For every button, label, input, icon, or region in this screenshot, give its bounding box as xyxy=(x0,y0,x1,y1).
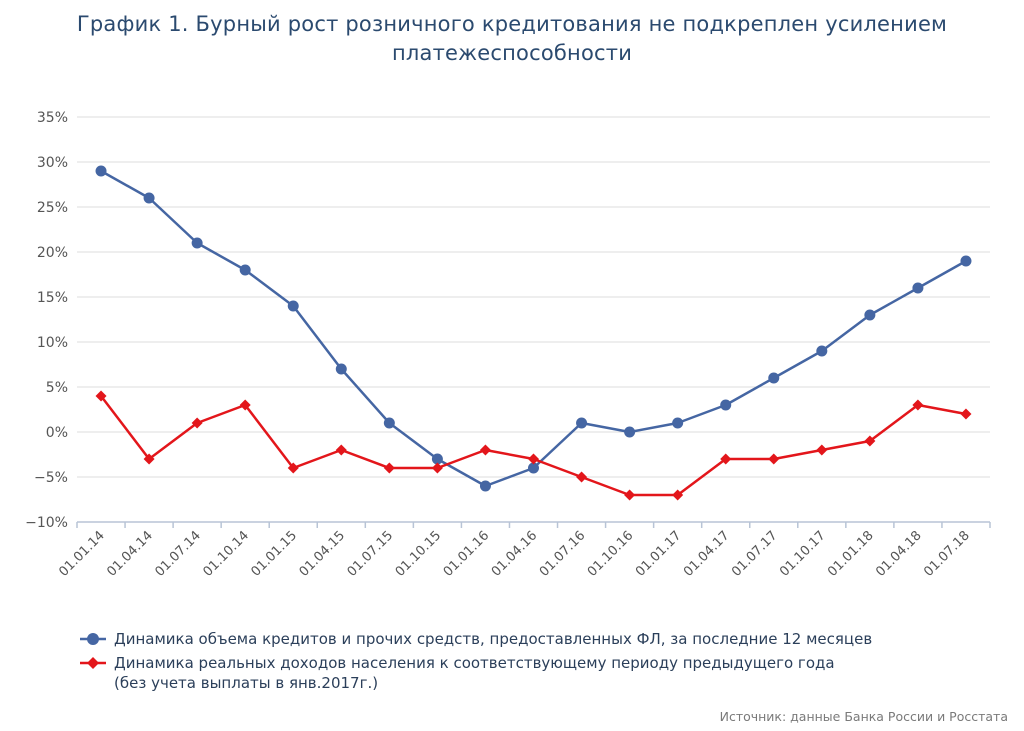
legend-item-credit: Динамика объема кредитов и прочих средст… xyxy=(80,629,872,649)
data-point xyxy=(864,309,876,321)
x-axis: 01.01.1401.04.1401.07.1401.10.1401.01.15… xyxy=(56,521,991,580)
y-tick-label: 20% xyxy=(37,245,68,261)
x-tick-label: 01.07.18 xyxy=(921,528,973,580)
x-tick-label: 01.10.14 xyxy=(200,528,252,580)
data-point xyxy=(624,426,636,438)
data-point xyxy=(528,453,539,465)
data-point xyxy=(191,237,203,249)
x-tick-label: 01.04.15 xyxy=(297,528,349,580)
x-tick-label: 01.10.17 xyxy=(777,528,829,580)
data-point xyxy=(768,453,780,465)
data-point xyxy=(287,300,299,312)
data-point xyxy=(816,345,828,357)
series-group xyxy=(95,165,972,501)
chart-title-line-2: платежеспособности xyxy=(391,41,633,65)
x-tick-label: 01.04.17 xyxy=(681,528,733,580)
y-tick-label: 30% xyxy=(37,155,68,171)
data-point xyxy=(479,480,491,492)
data-point xyxy=(239,399,251,411)
data-point xyxy=(912,399,924,411)
x-tick-label: 01.01.15 xyxy=(249,528,301,580)
y-tick-label: 10% xyxy=(37,335,68,351)
x-tick-label: 01.01.14 xyxy=(56,528,108,580)
data-point xyxy=(672,489,684,501)
legend-label-income-line-2: (без учета выплаты в янв.2017г.) xyxy=(114,674,379,692)
legend-label-income-line-1: Динамика реальных доходов населения к со… xyxy=(114,654,835,672)
y-tick-label: −5% xyxy=(34,470,68,486)
series-line-1 xyxy=(100,169,967,488)
data-point xyxy=(720,399,732,411)
data-point xyxy=(672,417,684,429)
data-point xyxy=(479,444,491,456)
data-point xyxy=(239,264,251,276)
data-point xyxy=(960,255,972,267)
data-point xyxy=(191,417,203,429)
data-point xyxy=(960,408,972,420)
data-point xyxy=(143,453,155,465)
data-point xyxy=(720,453,732,465)
x-tick-label: 01.07.16 xyxy=(537,528,589,580)
data-point xyxy=(95,390,107,402)
y-tick-label: 5% xyxy=(46,380,68,396)
data-point xyxy=(912,282,924,294)
x-tick-label: 01.07.17 xyxy=(729,528,781,580)
data-point xyxy=(624,489,636,501)
y-tick-label: 35% xyxy=(37,110,68,126)
chart-title: График 1. Бурный рост розничного кредито… xyxy=(0,10,1024,68)
chart-title-line-1: График 1. Бурный рост розничного кредито… xyxy=(76,12,948,36)
data-point xyxy=(768,372,780,384)
data-point xyxy=(431,453,443,465)
x-tick-label: 01.10.16 xyxy=(585,528,637,580)
x-tick-label: 01.04.16 xyxy=(489,528,541,580)
y-tick-label: 25% xyxy=(37,200,68,216)
series-line-2 xyxy=(100,395,967,497)
data-point xyxy=(816,444,828,456)
x-tick-label: 01.01.17 xyxy=(633,528,685,580)
x-tick-label: 01.01.16 xyxy=(441,528,493,580)
data-point xyxy=(383,417,395,429)
source-note: Источник: данные Банка России и Росстата xyxy=(719,709,1008,724)
data-point xyxy=(143,192,155,204)
x-tick-label: 01.07.14 xyxy=(152,528,204,580)
x-tick-label: 01.01.18 xyxy=(825,528,877,580)
y-axis: −10% −5% 0% 5% 10% 15% 20% 25% 30% 35% xyxy=(25,110,68,531)
x-tick-label: 01.04.18 xyxy=(873,528,925,580)
data-point xyxy=(95,165,107,177)
data-point xyxy=(287,462,299,474)
legend: Динамика объема кредитов и прочих средст… xyxy=(80,629,872,697)
data-point xyxy=(335,444,347,456)
y-tick-label: 0% xyxy=(46,425,68,441)
data-point xyxy=(576,471,588,483)
y-tick-label: −10% xyxy=(25,515,68,531)
legend-swatch-circle-icon xyxy=(80,629,110,649)
data-point xyxy=(864,435,876,447)
data-point xyxy=(335,363,347,375)
data-point xyxy=(576,417,588,429)
x-tick-label: 01.04.14 xyxy=(104,528,156,580)
y-tick-label: 15% xyxy=(37,290,68,306)
legend-label-credit: Динамика объема кредитов и прочих средст… xyxy=(114,630,873,648)
x-tick-label: 01.07.15 xyxy=(345,528,397,580)
x-tick-label: 01.10.15 xyxy=(393,528,445,580)
line-chart: −10%−5%0%5%10%15%20%25%30%35% 01.01.1401… xyxy=(25,110,991,580)
legend-swatch-diamond-icon xyxy=(80,653,110,673)
data-point xyxy=(431,462,443,474)
grid-lines xyxy=(77,116,990,523)
data-point xyxy=(383,462,395,474)
data-point xyxy=(528,462,539,474)
legend-item-income: Динамика реальных доходов населения к со… xyxy=(80,653,872,693)
